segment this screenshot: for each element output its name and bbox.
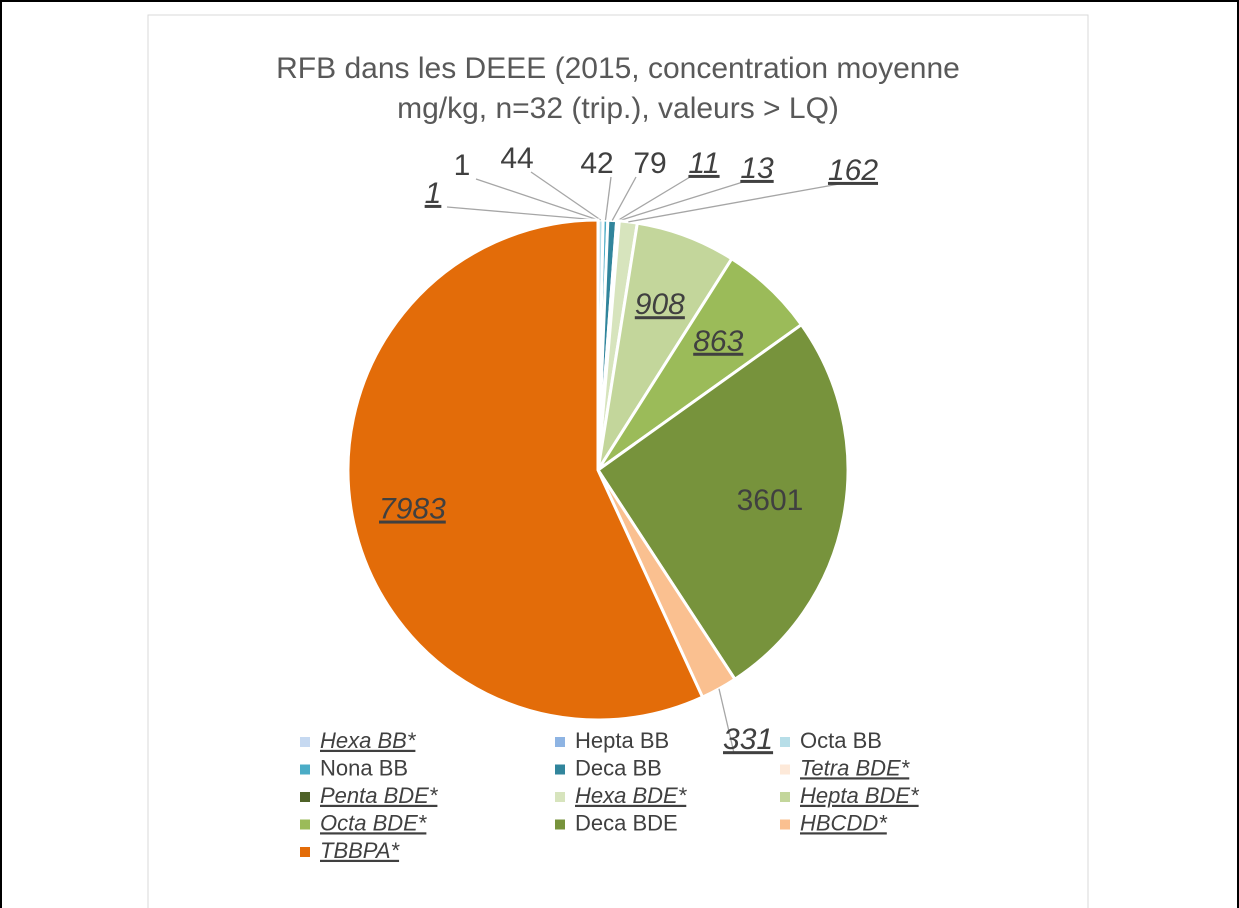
data-label: 1	[425, 177, 442, 210]
legend-label: Nona BB	[320, 755, 408, 780]
data-label: 11	[688, 147, 719, 180]
leader-line	[618, 181, 744, 222]
legend-label: Deca BB	[575, 755, 662, 780]
data-label: 13	[740, 152, 774, 185]
data-label: 42	[580, 147, 613, 180]
legend-swatch	[780, 764, 790, 775]
legend-swatch	[300, 737, 310, 747]
legend-swatch	[555, 737, 565, 747]
legend-label: Deca BDE	[575, 810, 678, 835]
legend-label: HBCDD*	[800, 810, 888, 835]
legend-label: Octa BB	[800, 728, 882, 753]
legend-swatch	[555, 764, 565, 775]
leader-line	[604, 176, 612, 221]
legend-swatch	[780, 737, 790, 747]
data-label: 3601	[737, 484, 804, 517]
legend-swatch	[555, 819, 565, 830]
leader-line	[616, 176, 691, 222]
legend-label: Tetra BDE*	[800, 755, 911, 780]
data-label: 331	[723, 723, 773, 756]
legend-swatch	[300, 847, 310, 857]
legend-label: Hepta BB	[575, 728, 669, 753]
legend-swatch	[780, 819, 790, 830]
leader-line	[446, 206, 599, 221]
legend-label: Octa BDE*	[320, 810, 428, 835]
legend-swatch	[555, 792, 565, 802]
legend-swatch	[300, 819, 310, 830]
legend-label: Penta BDE*	[320, 783, 439, 808]
leader-line	[718, 688, 735, 754]
chart-title: RFB dans les DEEE (2015, concentration m…	[276, 52, 960, 85]
legend-label: Hexa BB*	[320, 728, 417, 753]
pie-slice	[346, 218, 705, 722]
data-label: 7983	[379, 493, 446, 526]
legend-label: Hexa BDE*	[575, 783, 688, 808]
leader-line	[628, 183, 840, 223]
data-label: 1	[454, 149, 471, 182]
data-label: 863	[693, 325, 743, 358]
data-label: 44	[500, 142, 533, 175]
leader-line	[611, 176, 637, 221]
leader-line	[530, 171, 602, 221]
data-label: 79	[633, 147, 666, 180]
legend-label: Hepta BDE*	[800, 783, 920, 808]
data-label: 162	[828, 154, 878, 187]
legend-swatch	[780, 792, 790, 802]
legend-swatch	[300, 764, 310, 775]
legend-swatch	[300, 792, 310, 802]
pie-slice	[595, 322, 850, 682]
legend-label: TBBPA*	[320, 838, 401, 863]
leader-line	[475, 178, 599, 221]
chart-title: mg/kg, n=32 (trip.), valeurs > LQ)	[397, 92, 839, 125]
data-label: 908	[635, 288, 685, 321]
